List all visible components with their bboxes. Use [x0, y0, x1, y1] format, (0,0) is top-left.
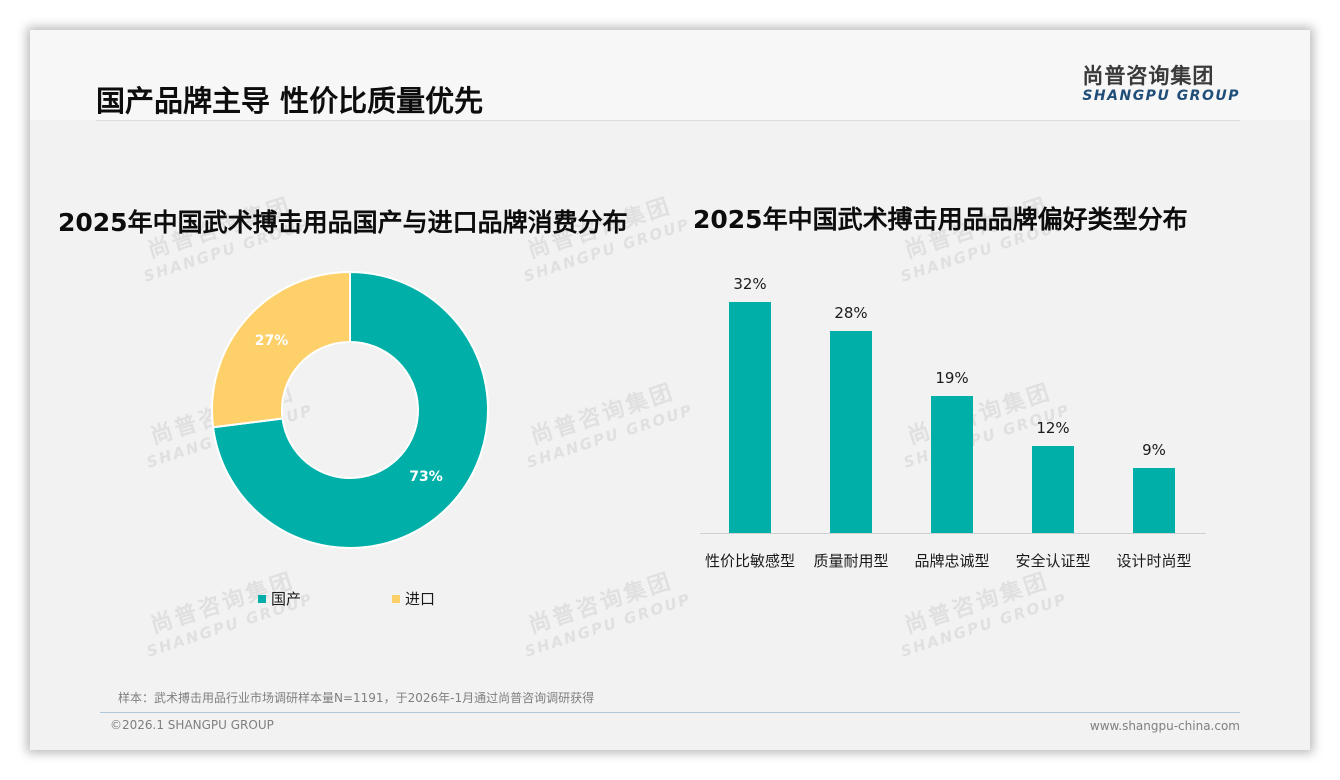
bar-category-label: 品牌忠诚型 [914, 552, 990, 570]
bar-value-label: 32% [733, 275, 767, 293]
slide: 国产品牌主导 性价比质量优先 尚普咨询集团 SHANGPU GROUP 尚普咨询… [30, 30, 1310, 750]
slice-label-imported: 27% [254, 332, 289, 349]
legend-swatch-teal [258, 594, 266, 603]
bar-value-label: 28% [834, 303, 868, 322]
bar [830, 330, 872, 533]
legend-item-imported: 进口 [392, 588, 435, 609]
bar-category-label: 性价比敏感型 [704, 552, 795, 570]
legend-label: 进口 [405, 590, 436, 608]
bar [1032, 446, 1074, 533]
slice-imported [211, 270, 351, 429]
bar-category-label: 质量耐用型 [813, 552, 889, 570]
legend-label: 国产 [271, 590, 302, 608]
slice-domestic [211, 270, 489, 549]
footer-divider [100, 712, 1240, 713]
company-logo: 尚普咨询集团 SHANGPU GROUP [1082, 64, 1240, 104]
header-divider [96, 120, 1240, 121]
copyright: ©2026.1 SHANGPU GROUP [110, 718, 274, 732]
donut-svg [211, 270, 489, 549]
x-axis-line [700, 533, 1206, 534]
website-link[interactable]: www.shangpu-china.com [1089, 719, 1240, 733]
sample-note: 样本：武术搏击用品行业市场调研样本量N=1191，于2026年-1月通过尚普咨询… [118, 691, 595, 705]
bar-category-label: 设计时尚型 [1116, 552, 1192, 570]
donut-chart: 73% 27% [210, 270, 490, 550]
bar-category-label: 安全认证型 [1015, 552, 1091, 570]
logo-en: SHANGPU GROUP [1082, 88, 1240, 104]
bar-value-label: 19% [935, 368, 969, 387]
bar [1133, 468, 1175, 533]
bar [729, 302, 771, 533]
bar-chart-title: 2025年中国武术搏击用品品牌偏好类型分布 [693, 205, 1188, 234]
header-band [30, 30, 1310, 120]
legend-item-domestic: 国产 [258, 588, 301, 609]
slice-label-domestic: 73% [409, 469, 443, 486]
bar [931, 395, 973, 533]
legend-swatch-yellow [392, 594, 400, 603]
logo-cn: 尚普咨询集团 [1082, 64, 1215, 88]
bar-value-label: 12% [1036, 419, 1070, 438]
bar-value-label: 9% [1142, 441, 1166, 460]
donut-chart-title: 2025年中国武术搏击用品国产与进口品牌消费分布 [58, 208, 628, 237]
page-title: 国产品牌主导 性价比质量优先 [96, 84, 484, 118]
